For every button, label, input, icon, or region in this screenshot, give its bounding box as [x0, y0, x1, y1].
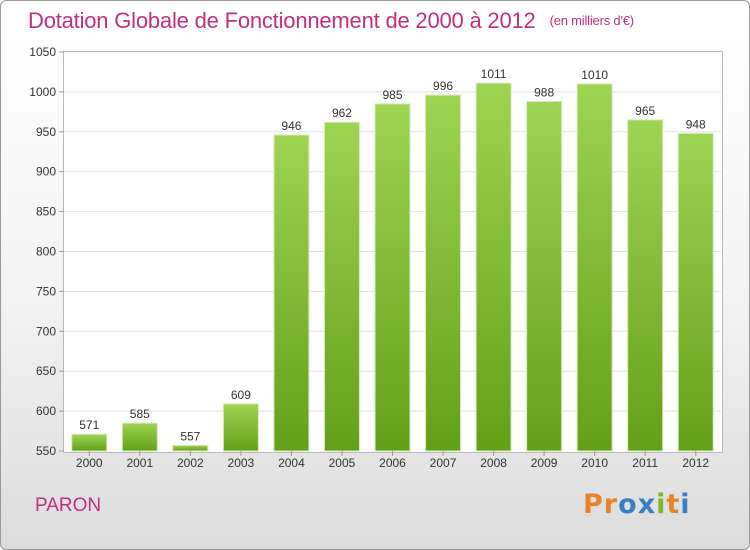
x-tick-label: 2002 — [177, 456, 204, 470]
bar — [627, 119, 664, 452]
bar — [576, 83, 613, 452]
y-tick-label: 750 — [36, 284, 56, 298]
y-tick-label: 650 — [36, 364, 56, 378]
data-label: 948 — [686, 117, 706, 131]
bar — [71, 433, 108, 452]
data-label: 557 — [180, 429, 200, 443]
y-tick-label: 900 — [36, 165, 56, 179]
logo-letter: i — [680, 489, 691, 520]
logo-letter: r — [603, 489, 619, 520]
bar — [121, 422, 158, 452]
x-tick-label: 2000 — [76, 456, 103, 470]
logo-letter: i — [656, 489, 667, 520]
data-label: 962 — [332, 106, 352, 120]
bar — [475, 82, 512, 452]
x-tick-label: 2010 — [581, 456, 608, 470]
y-tick-label: 700 — [36, 324, 56, 338]
y-tick-label: 1000 — [29, 85, 56, 99]
bar — [172, 444, 209, 452]
x-tick-label: 2006 — [379, 456, 406, 470]
data-label: 965 — [635, 104, 655, 118]
y-tick-label: 950 — [36, 125, 56, 139]
chart-unit: (en milliers d'€) — [549, 13, 635, 28]
data-label: 1010 — [581, 68, 608, 82]
bar — [677, 132, 714, 452]
logo-letter: x — [637, 489, 657, 520]
x-tick-label: 2009 — [531, 456, 558, 470]
data-label: 985 — [382, 88, 402, 102]
y-tick-label: 1050 — [29, 45, 56, 59]
x-tick-label: 2011 — [632, 456, 658, 470]
place-name: PARON — [35, 495, 102, 516]
proxiti-logo: Proxiti — [583, 489, 691, 520]
x-tick-label: 2012 — [682, 456, 709, 470]
x-tick-label: 2004 — [278, 456, 305, 470]
y-tick-label: 800 — [36, 245, 56, 259]
logo-letter: t — [666, 489, 681, 520]
data-label: 571 — [79, 418, 99, 432]
bar — [273, 134, 310, 452]
chart-title: Dotation Globale de Fonctionnement de 20… — [28, 8, 634, 34]
y-tick-label: 550 — [36, 444, 56, 458]
y-tick-label: 850 — [36, 205, 56, 219]
bar — [374, 103, 411, 452]
x-tick-label: 2001 — [126, 456, 153, 470]
bar — [222, 403, 259, 452]
logo-letter: P — [583, 489, 604, 520]
bar — [425, 94, 462, 452]
data-label: 996 — [433, 79, 453, 93]
x-tick-label: 2007 — [430, 456, 457, 470]
bar — [526, 100, 563, 452]
data-label: 946 — [281, 119, 301, 133]
x-tick-label: 2008 — [480, 456, 507, 470]
x-tick-label: 2005 — [329, 456, 356, 470]
data-label: 585 — [130, 407, 150, 421]
logo-letter: o — [618, 489, 638, 520]
chart-title-text: Dotation Globale de Fonctionnement de 20… — [28, 8, 536, 33]
data-label: 609 — [231, 388, 251, 402]
x-tick-label: 2003 — [228, 456, 255, 470]
data-label: 1011 — [481, 67, 507, 81]
data-label: 988 — [534, 85, 554, 99]
y-tick-label: 600 — [36, 404, 56, 418]
bar — [323, 121, 360, 452]
